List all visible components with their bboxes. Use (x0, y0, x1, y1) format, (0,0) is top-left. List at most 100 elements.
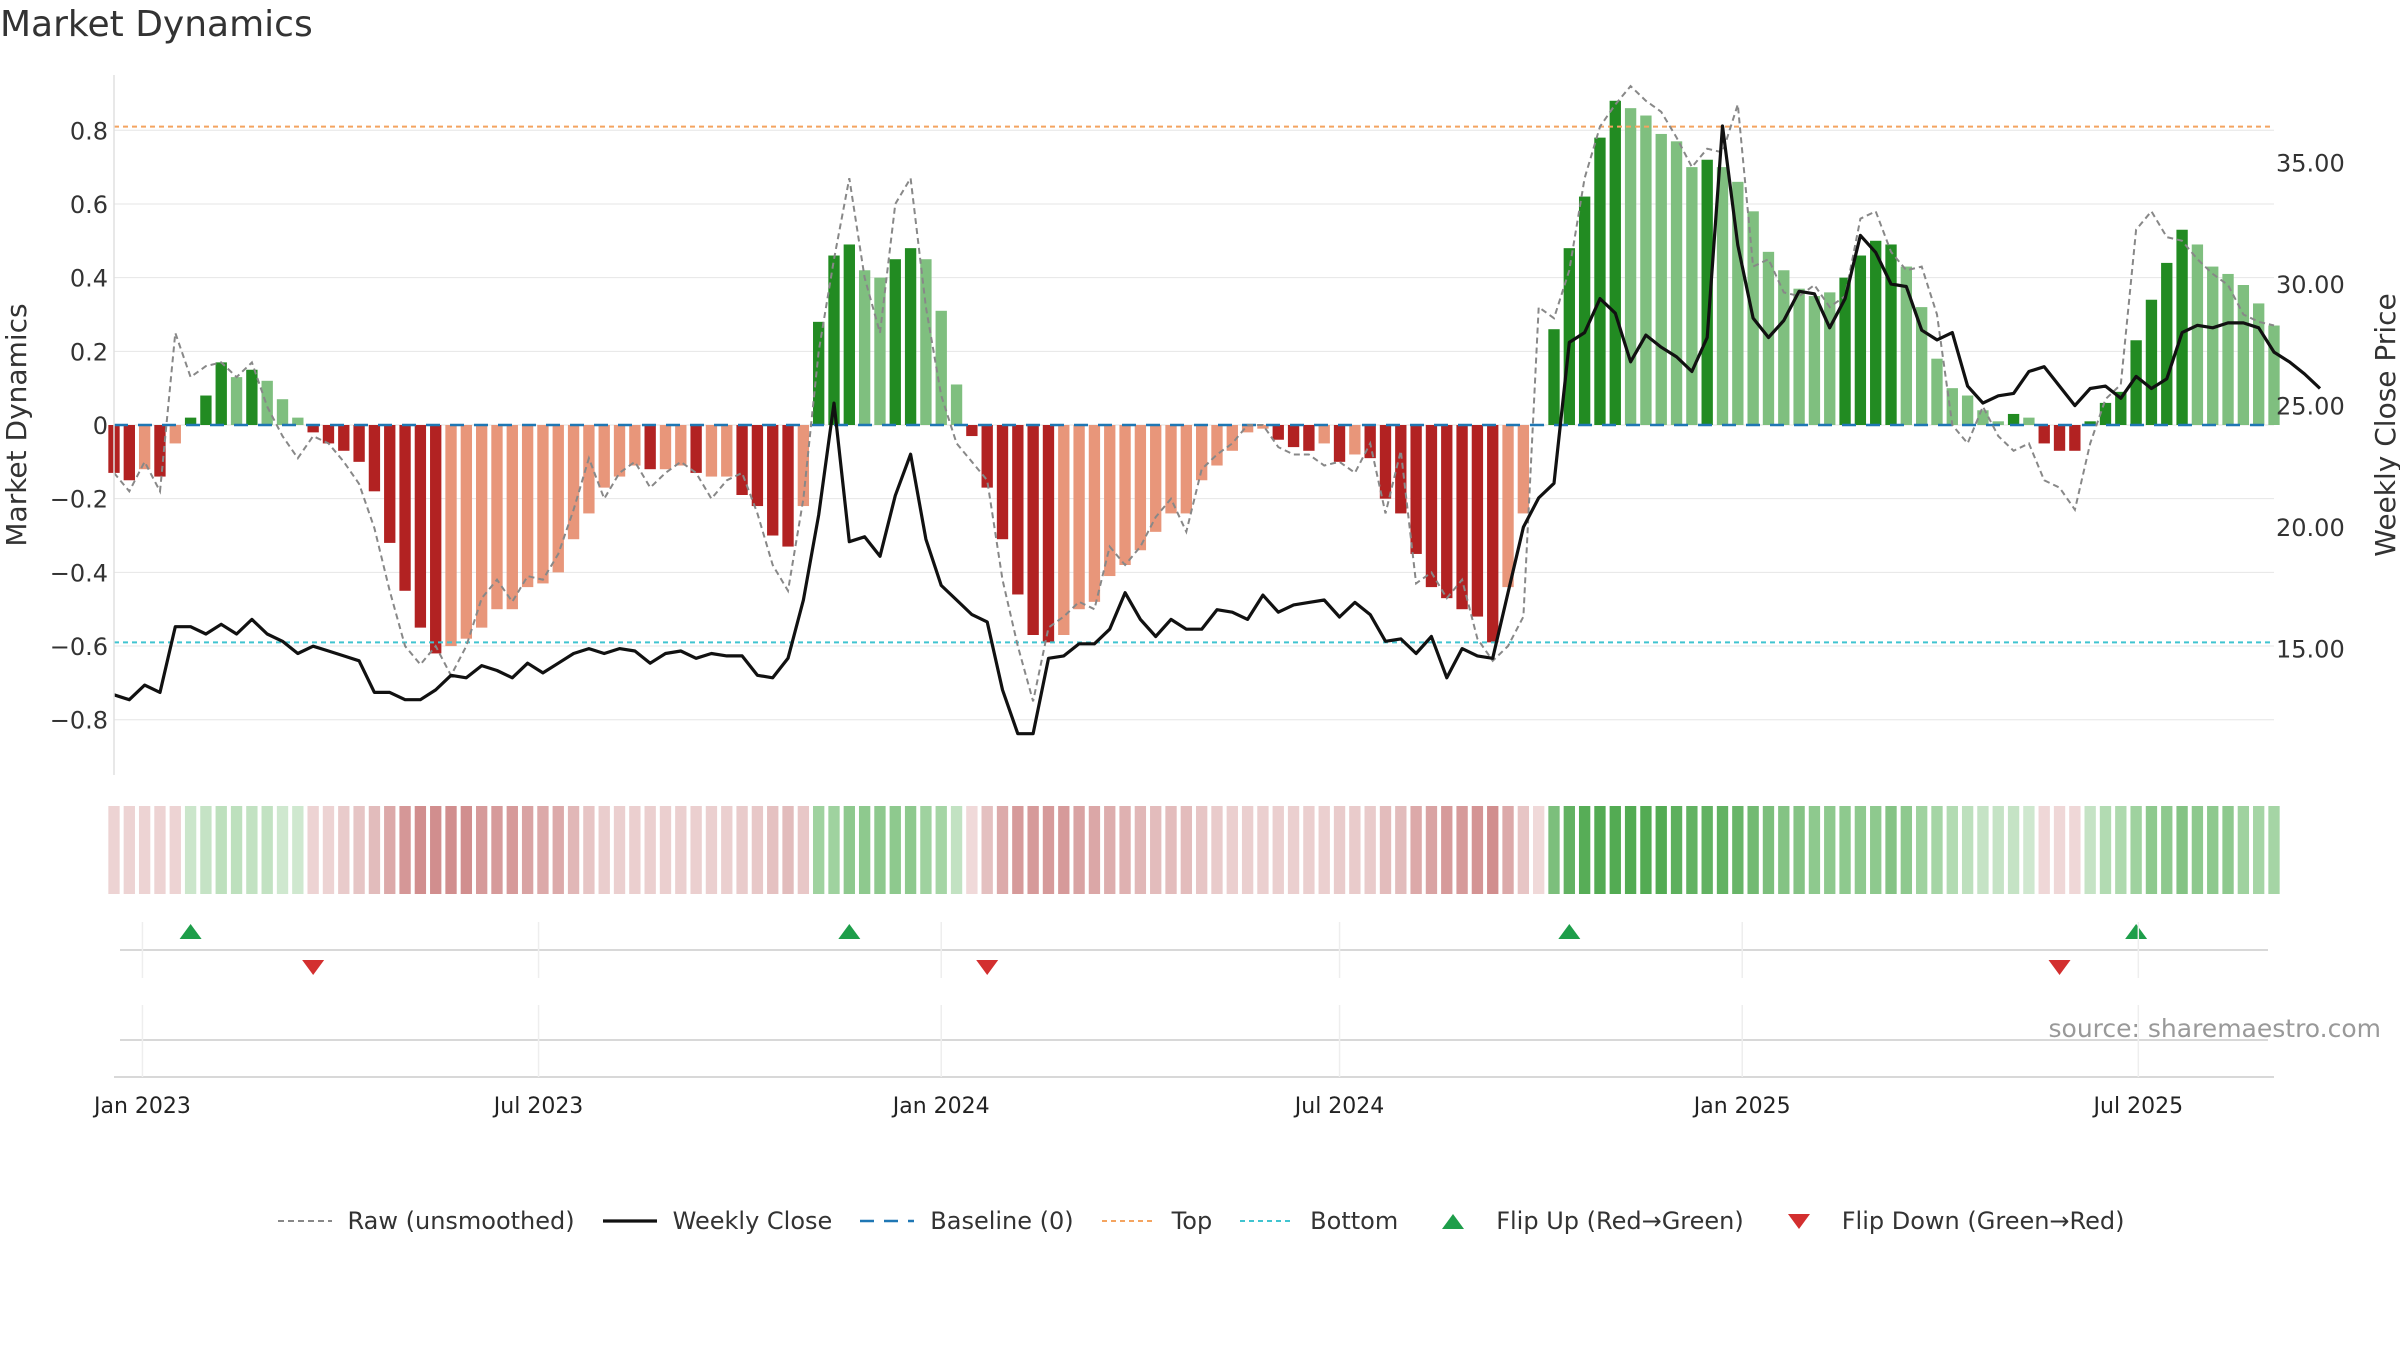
dynamics-bar (1195, 425, 1208, 481)
legend-item-bottom: Bottom (1238, 1207, 1398, 1235)
strip-cell (1226, 806, 1238, 894)
flip-up-marker (2125, 924, 2148, 939)
legend-swatch-baseline (860, 1219, 915, 1223)
strip-cell (1241, 806, 1254, 894)
dynamics-bar (1992, 421, 2004, 425)
strip-cell (1870, 806, 1882, 894)
strip-cell (384, 806, 396, 894)
strip-cell (1180, 806, 1193, 894)
dynamics-bar (1624, 108, 1637, 425)
x-tick-label: Jul 2024 (1293, 1094, 1385, 1119)
y-tick-label: 0.2 (70, 338, 108, 366)
strip-cell (1272, 806, 1284, 894)
dynamics-bar (1150, 425, 1162, 532)
strip-cell (843, 806, 855, 894)
dynamics-bar (1946, 388, 1958, 425)
strip-cell (1517, 806, 1530, 894)
strip-cell (1915, 806, 1928, 894)
strip-cell (414, 806, 427, 894)
strip-cell (1716, 806, 1729, 894)
dynamics-bar (858, 270, 871, 425)
dynamics-bar (1839, 277, 1851, 425)
dynamics-bar (1012, 425, 1024, 595)
strip-cell (1303, 806, 1315, 894)
dynamics-bar (1609, 100, 1621, 425)
strip-cell (215, 806, 227, 894)
strip-cell (858, 806, 871, 894)
legend-item-flip_up: Flip Up (Red→Green) (1424, 1207, 1744, 1235)
y2-tick-label: 25.00 (2276, 393, 2345, 421)
dynamics-bar (1701, 159, 1713, 425)
dynamics-bar (751, 425, 764, 507)
strip-cell (889, 806, 901, 894)
dynamics-bar (491, 425, 503, 610)
axes-layer: −0.8 −0.6 −0.4 −0.2 0 0.2 0.4 0.6 0.8 15.00 20.00 2… (0, 75, 2400, 775)
dynamics-bar (1931, 358, 1943, 425)
dynamics-bar (996, 425, 1009, 540)
legend-swatch-flip_up (1442, 1214, 1465, 1229)
strip-cell (276, 806, 289, 894)
dynamics-bar (1180, 425, 1193, 514)
x-tick-label: Jan 2025 (1692, 1094, 1791, 1119)
bars-layer (108, 100, 2280, 654)
strip-cell (996, 806, 1009, 894)
chart-title: Market Dynamics (0, 4, 313, 45)
dynamics-bar (215, 362, 227, 425)
dynamics-bar (1578, 196, 1591, 425)
dynamics-bar (1517, 425, 1530, 514)
strip-cell (1686, 806, 1698, 894)
dynamics-bar (2069, 425, 2081, 451)
strip-cell (1058, 806, 1070, 894)
strip-cell (1073, 806, 1085, 894)
legend-label: Top (1171, 1207, 1213, 1235)
dynamics-bar (813, 321, 825, 425)
strip-cell (1609, 806, 1621, 894)
dynamics-bar (184, 417, 197, 425)
dynamics-bar (1686, 167, 1698, 425)
dynamics-bar (1395, 425, 1407, 514)
dynamics-bar (2191, 244, 2204, 425)
flip-up-icon (1442, 1214, 1465, 1229)
strip-cell (1165, 806, 1177, 894)
dynamics-bar (384, 425, 396, 543)
strip-cell (797, 806, 810, 894)
strip-cell (1318, 806, 1330, 894)
dynamics-bar (1119, 425, 1131, 565)
strip-cell (2176, 806, 2188, 894)
strip-cell (169, 806, 181, 894)
dynamics-bar (1563, 248, 1575, 425)
dynamics-bar (1303, 425, 1315, 451)
flip-down-marker (2048, 960, 2071, 975)
flip-up-marker (1558, 924, 1581, 939)
strip-cell (2084, 806, 2096, 894)
strip-cell (322, 806, 335, 894)
legend-swatch-close (602, 1219, 657, 1223)
dynamics-bar (1793, 288, 1805, 425)
dynamics-bar (1670, 141, 1683, 425)
dynamics-bar (828, 255, 840, 425)
strip-cell (1824, 806, 1836, 894)
strip-cell (1640, 806, 1652, 894)
strip-cell (2191, 806, 2204, 894)
dynamics-bar (2084, 421, 2096, 425)
dynamics-bar (1640, 115, 1652, 426)
strip-cell (537, 806, 549, 894)
dynamics-bar (2099, 402, 2112, 425)
dynamics-bar (1379, 425, 1392, 499)
dynamics-bar (338, 425, 350, 451)
strip-cell (583, 806, 595, 894)
strip-cell (154, 806, 166, 894)
strip-cell (1762, 806, 1775, 894)
dynamics-bar (1778, 270, 1790, 425)
strip-cell (1257, 806, 1269, 894)
flip-up-marker (179, 924, 202, 939)
dynamics-bar (889, 259, 901, 425)
dynamics-bar (1487, 425, 1499, 643)
dynamics-bar (690, 425, 702, 473)
strip-cell (1441, 806, 1453, 894)
dynamics-bar (506, 425, 518, 610)
grid-layer (114, 129, 2274, 721)
legend-swatch-raw (277, 1220, 332, 1222)
dynamics-bar (169, 425, 181, 444)
